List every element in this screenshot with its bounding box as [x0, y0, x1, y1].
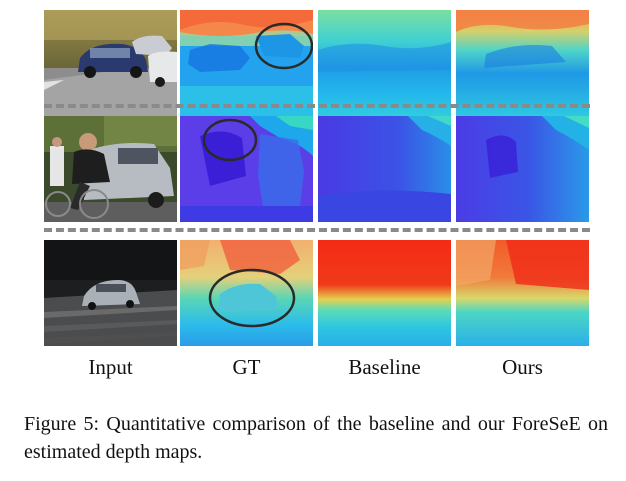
- row1-baseline-depth: [318, 10, 451, 116]
- ours-depth-map-icon: [456, 10, 589, 116]
- row2-input-photo: [44, 116, 177, 222]
- column-label-gt: GT: [232, 355, 261, 379]
- gt-depth-map-icon: [180, 240, 313, 346]
- column-label-ours: Ours: [502, 355, 543, 379]
- cyclist-photo-icon: [44, 116, 177, 222]
- row2-gt-depth: [180, 116, 313, 222]
- row1-ours-depth: [456, 10, 589, 116]
- baseline-depth-map-icon: [318, 240, 451, 346]
- column-label-input: Input: [88, 355, 133, 379]
- row3-gt-depth: [180, 240, 313, 346]
- gt-depth-map-icon: [180, 116, 313, 222]
- row2-baseline-depth: [318, 116, 451, 222]
- row1-gt-depth: [180, 10, 313, 116]
- ours-depth-map-icon: [456, 240, 589, 346]
- figure-caption: Figure 5: Quantitative comparison of the…: [24, 413, 608, 463]
- baseline-depth-map-icon: [318, 116, 451, 222]
- row-separator-2: [44, 228, 590, 232]
- row3-baseline-depth: [318, 240, 451, 346]
- column-label-baseline: Baseline: [348, 355, 421, 379]
- baseline-depth-map-icon: [318, 10, 451, 116]
- row1-input-photo: [44, 10, 177, 116]
- highway-car-photo-icon: [44, 240, 177, 346]
- depth-comparison-figure: Input GT Baseline Ours: [44, 10, 590, 379]
- gt-depth-map-icon: [180, 10, 313, 116]
- row3-input-photo: [44, 240, 177, 346]
- row2-ours-depth: [456, 116, 589, 222]
- parked-cars-photo-icon: [44, 10, 177, 116]
- row-separator-1: [44, 104, 590, 108]
- ours-depth-map-icon: [456, 116, 589, 222]
- row3-ours-depth: [456, 240, 589, 346]
